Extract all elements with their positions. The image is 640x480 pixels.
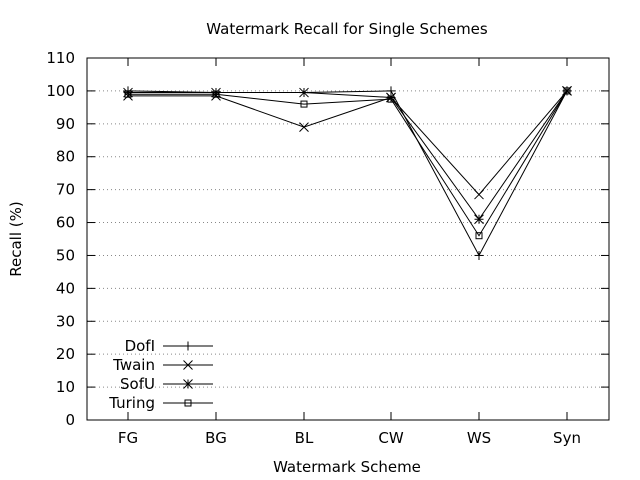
data-point-turing — [300, 100, 308, 108]
series-line-dofi — [127, 90, 568, 257]
grid-lines — [87, 90, 609, 388]
y-tick-label: 10 — [56, 378, 75, 396]
series-line-turing — [128, 90, 568, 237]
x-tick-label: FG — [118, 429, 138, 447]
data-point-turing — [475, 232, 483, 240]
y-tick-label: 110 — [46, 49, 75, 67]
data-point-dofi — [474, 250, 484, 260]
x-tick-label: BG — [205, 429, 227, 447]
data-point-twain — [474, 189, 484, 200]
data-point-sofu — [474, 214, 484, 225]
legend-label-turing: Turing — [108, 394, 155, 412]
plot-area-frame — [86, 57, 610, 421]
y-tick-label: 80 — [56, 148, 75, 166]
y-tick-label: 30 — [56, 312, 75, 330]
legend-label-dofi: DofI — [125, 337, 155, 355]
legend-label-sofu: SofU — [120, 375, 155, 393]
series-line-twain — [128, 90, 568, 196]
y-tick-label: 50 — [56, 246, 75, 264]
legend-marker-turing — [184, 399, 192, 407]
x-axis-label: Watermark Scheme — [273, 458, 421, 476]
series-line-sofu — [128, 90, 568, 221]
y-tick-label: 90 — [56, 115, 75, 133]
y-axis-label: Recall (%) — [7, 201, 25, 276]
y-tick-label: 70 — [56, 181, 75, 199]
data-point-turing — [124, 90, 132, 98]
y-axis-ticks: 0 10 20 30 40 50 60 70 80 90 100 110 — [46, 49, 609, 429]
data-point-twain — [299, 122, 309, 132]
x-tick-label: CW — [378, 429, 403, 447]
legend-marker-twain — [183, 360, 193, 370]
legend-marker-sofu — [183, 379, 193, 389]
y-tick-label: 100 — [46, 82, 75, 100]
x-tick-label: BL — [295, 429, 314, 447]
legend-marker-dofi — [183, 341, 193, 351]
y-tick-label: 20 — [56, 345, 75, 363]
chart-title: Watermark Recall for Single Schemes — [206, 20, 488, 38]
data-point-turing — [212, 90, 220, 98]
y-tick-label: 0 — [65, 411, 75, 429]
legend-label-twain: Twain — [112, 356, 155, 374]
y-tick-label: 40 — [56, 279, 75, 297]
data-point-turing — [563, 87, 571, 95]
data-point-sofu — [299, 87, 309, 98]
data-point-turing — [387, 95, 395, 103]
x-tick-label: WS — [467, 429, 491, 447]
y-tick-label: 60 — [56, 214, 75, 232]
x-tick-label: Syn — [553, 429, 581, 447]
series-lines — [123, 86, 572, 260]
x-axis-ticks: FG BG BL CW WS Syn — [118, 58, 581, 447]
